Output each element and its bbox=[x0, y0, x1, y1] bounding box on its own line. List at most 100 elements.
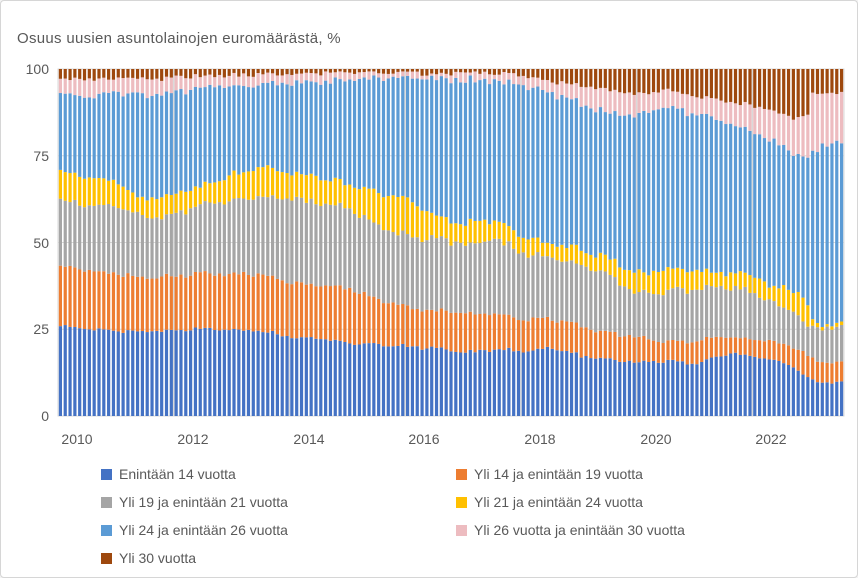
bar-segment bbox=[830, 383, 834, 416]
bar-segment bbox=[150, 218, 154, 279]
bar-segment bbox=[97, 271, 101, 329]
bar-segment bbox=[507, 241, 511, 315]
bar-segment bbox=[198, 187, 202, 205]
bar-segment bbox=[401, 230, 405, 305]
bar-segment bbox=[430, 73, 434, 76]
bar-segment bbox=[425, 309, 429, 349]
bar-segment bbox=[608, 331, 612, 359]
bar-segment bbox=[632, 362, 636, 416]
bar-segment bbox=[439, 72, 443, 77]
bar-segment bbox=[598, 330, 603, 358]
bar-segment bbox=[839, 143, 844, 322]
bar-segment bbox=[280, 82, 284, 173]
bar-segment bbox=[685, 94, 689, 117]
bar-segment bbox=[198, 328, 202, 416]
bar-segment bbox=[758, 278, 762, 298]
bar-segment bbox=[82, 207, 87, 272]
bar-segment bbox=[801, 69, 805, 117]
legend-swatch bbox=[456, 468, 467, 480]
bar-segment bbox=[135, 211, 140, 277]
legend-swatch bbox=[456, 524, 467, 536]
bar-segment bbox=[324, 339, 328, 416]
bar-segment bbox=[251, 276, 255, 332]
bar-segment bbox=[454, 223, 458, 242]
bar-segment bbox=[290, 284, 294, 339]
bar-segment bbox=[401, 343, 405, 416]
bar-segment bbox=[434, 238, 439, 312]
bar-segment bbox=[126, 77, 130, 94]
legend-swatch bbox=[456, 496, 467, 508]
y-axis-tick-label: 100 bbox=[25, 61, 49, 77]
bar-segment bbox=[430, 309, 434, 347]
bar-segment bbox=[541, 69, 545, 80]
bar-segment bbox=[719, 100, 723, 121]
bar-segment bbox=[656, 109, 660, 273]
bar-segment bbox=[536, 252, 540, 318]
bar-segment bbox=[386, 78, 390, 197]
bar-segment bbox=[478, 73, 482, 81]
bar-segment bbox=[290, 200, 294, 285]
bar-segment bbox=[565, 350, 569, 416]
bar-segment bbox=[121, 332, 125, 416]
bar-segment bbox=[647, 69, 651, 95]
bar-segment bbox=[401, 304, 405, 344]
bar-segment bbox=[213, 77, 217, 88]
bar-segment bbox=[806, 114, 810, 158]
bar-segment bbox=[545, 316, 550, 347]
x-axis-tick-label: 2012 bbox=[177, 431, 209, 447]
bar-segment bbox=[623, 115, 627, 270]
bar-segment bbox=[714, 336, 718, 357]
bar-segment bbox=[444, 78, 448, 218]
bar-segment bbox=[550, 257, 554, 321]
bar-segment bbox=[463, 352, 468, 416]
bar-segment bbox=[193, 271, 198, 328]
bar-segment bbox=[140, 69, 144, 78]
bar-segment bbox=[78, 176, 82, 206]
bar-segment bbox=[714, 272, 718, 288]
bar-segment bbox=[246, 87, 251, 172]
bar-segment bbox=[676, 286, 680, 341]
bar-segment bbox=[565, 83, 569, 98]
bar-segment bbox=[145, 98, 149, 201]
bar-segment bbox=[266, 72, 270, 83]
bar-segment bbox=[396, 77, 400, 198]
bar-segment bbox=[198, 77, 202, 88]
bar-segment bbox=[189, 190, 193, 209]
bar-segment bbox=[531, 69, 535, 78]
bar-segment bbox=[97, 328, 101, 416]
bar-segment bbox=[135, 331, 140, 416]
bar-segment bbox=[811, 319, 815, 326]
bar-segment bbox=[160, 331, 164, 416]
bar-segment bbox=[516, 320, 521, 351]
bar-segment bbox=[507, 226, 511, 242]
bar-segment bbox=[410, 346, 415, 416]
bar-segment bbox=[343, 208, 347, 290]
bar-segment bbox=[801, 374, 805, 416]
bar-segment bbox=[709, 98, 713, 117]
bar-segment bbox=[811, 92, 815, 151]
bar-segment bbox=[473, 220, 477, 244]
bar-segment bbox=[198, 272, 202, 329]
bar-segment bbox=[647, 112, 651, 276]
legend-label: Yli 19 ja enintään 21 vuotta bbox=[119, 494, 288, 510]
bar-segment bbox=[328, 83, 333, 182]
bar-segment bbox=[324, 285, 328, 340]
bar-segment bbox=[806, 326, 810, 356]
bar-segment bbox=[439, 308, 443, 348]
bar-segment bbox=[762, 138, 767, 282]
bar-segment bbox=[791, 348, 795, 368]
bar-segment bbox=[758, 69, 762, 107]
bar-segment bbox=[314, 338, 318, 416]
bar-segment bbox=[352, 292, 357, 345]
bar-segment bbox=[623, 336, 627, 363]
bar-segment bbox=[348, 343, 352, 416]
bar-segment bbox=[381, 69, 386, 74]
bar-segment bbox=[135, 78, 140, 93]
bar-segment bbox=[647, 339, 651, 362]
bar-segment bbox=[603, 112, 607, 255]
bar-segment bbox=[738, 338, 742, 355]
bar-segment bbox=[63, 325, 67, 416]
bar-segment bbox=[724, 355, 728, 416]
bar-segment bbox=[78, 78, 82, 96]
bar-segment bbox=[343, 341, 347, 416]
